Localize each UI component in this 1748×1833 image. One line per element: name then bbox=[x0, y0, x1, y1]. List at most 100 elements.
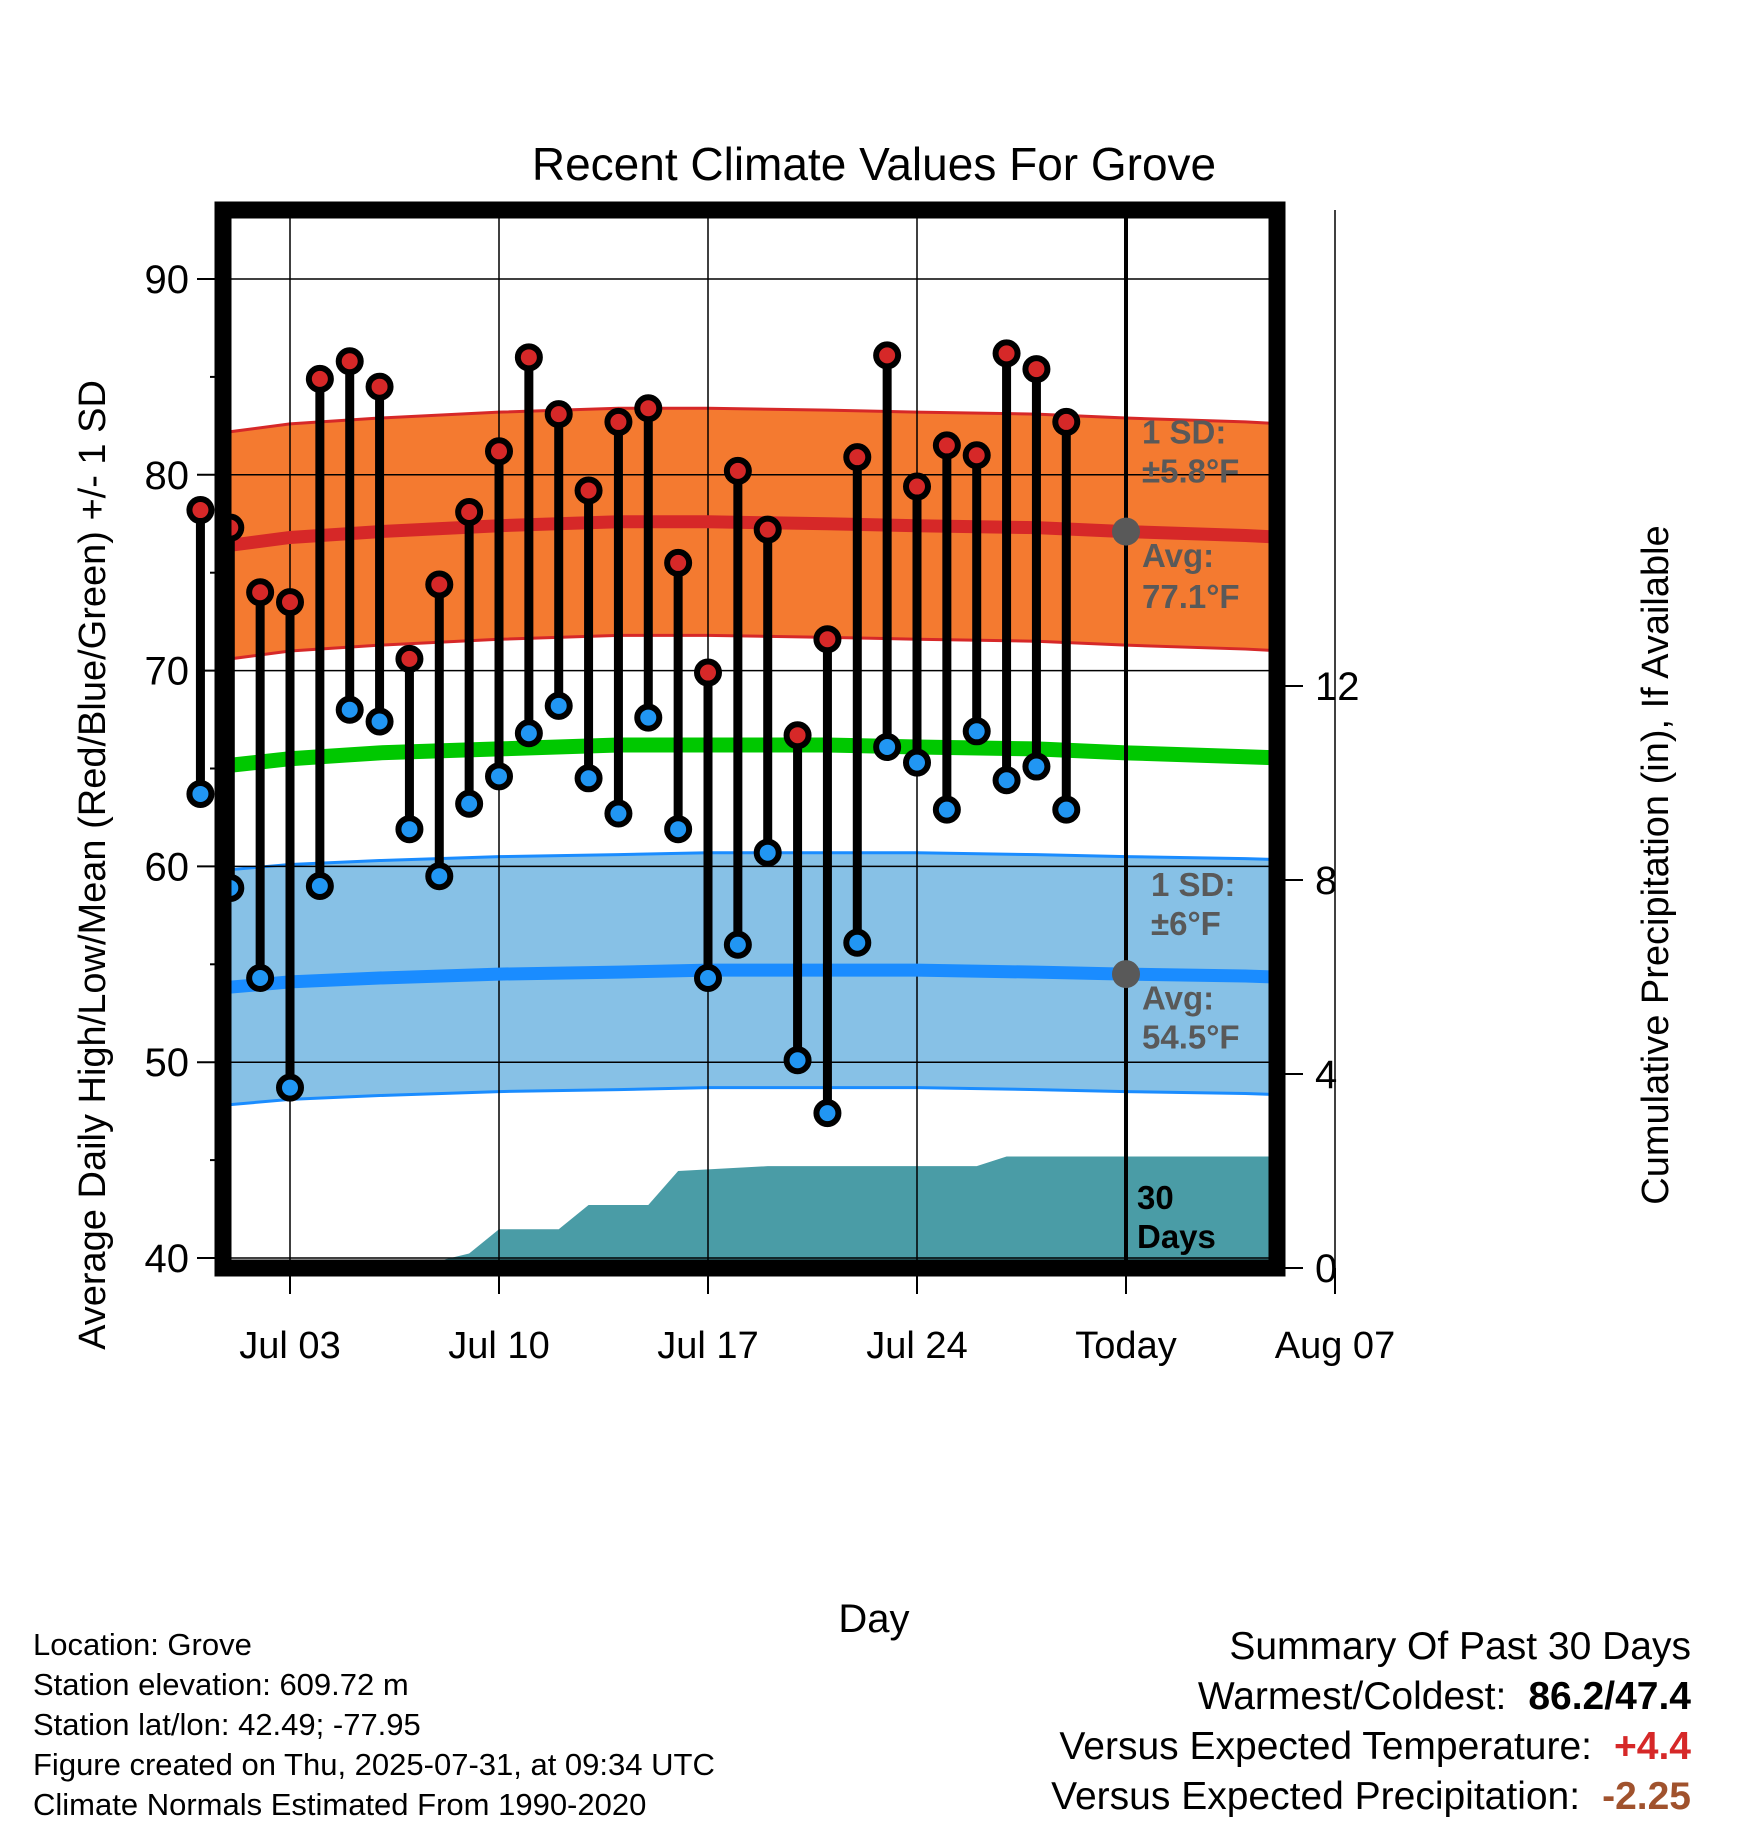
daily-high-point bbox=[634, 394, 663, 423]
daily-low-point bbox=[574, 764, 603, 793]
y2-tick-label: 12 bbox=[1315, 665, 1360, 709]
low-avg-label: Avg: bbox=[1142, 979, 1214, 1016]
summary-temp-anomaly: Versus Expected Temperature: +4.4 bbox=[1051, 1722, 1691, 1772]
daily-low-point bbox=[634, 703, 663, 732]
daily-low-point bbox=[485, 762, 513, 791]
daily-low-point bbox=[783, 1046, 812, 1075]
daily-high-point bbox=[574, 476, 603, 505]
daily-high-point bbox=[723, 456, 752, 485]
low-sd-band bbox=[223, 852, 1277, 1106]
daily-high-point bbox=[903, 472, 931, 501]
daily-high-point bbox=[962, 441, 991, 470]
daily-low-point bbox=[425, 862, 454, 891]
daily-low-point bbox=[723, 930, 752, 959]
y2-tick-label: 4 bbox=[1315, 1053, 1337, 1097]
daily-high-point bbox=[514, 343, 543, 372]
daily-high-point bbox=[455, 498, 484, 527]
summary-heading: Summary Of Past 30 Days bbox=[1229, 1625, 1691, 1668]
y-tick-label: 80 bbox=[145, 454, 190, 498]
x-tick-label: Jul 24 bbox=[866, 1325, 967, 1367]
daily-high-point bbox=[485, 437, 513, 466]
daily-low-point bbox=[246, 964, 275, 993]
summary-warmest-coldest: Warmest/Coldest: 86.2/47.4 bbox=[1051, 1672, 1691, 1722]
temp-anomaly-value: +4.4 bbox=[1614, 1725, 1691, 1768]
daily-high-point bbox=[544, 400, 573, 429]
low-sd-label: 1 SD: bbox=[1151, 866, 1235, 903]
y-tick-label: 70 bbox=[145, 650, 190, 694]
daily-high-point bbox=[365, 372, 394, 401]
daily-low-point bbox=[873, 732, 902, 761]
low-avg-value: 54.5°F bbox=[1142, 1018, 1240, 1055]
daily-high-point bbox=[813, 625, 842, 654]
high-sd-band bbox=[223, 408, 1277, 660]
daily-high-point bbox=[843, 443, 872, 472]
y2-axis-label: Cumulative Precipitation (in), If Availa… bbox=[1635, 525, 1677, 1204]
y-tick-label: 90 bbox=[145, 258, 190, 302]
daily-low-point bbox=[544, 691, 573, 720]
daily-low-point bbox=[305, 871, 334, 900]
daily-low-point bbox=[335, 695, 364, 724]
station-info: Location: Grove Station elevation: 609.7… bbox=[33, 1625, 715, 1825]
daily-low-point bbox=[962, 717, 991, 746]
daily-high-point bbox=[783, 721, 812, 750]
daily-high-point bbox=[246, 578, 275, 607]
x-tick-label: Jul 17 bbox=[657, 1325, 758, 1367]
period-label-number: 30 bbox=[1137, 1179, 1174, 1216]
daily-low-point bbox=[813, 1099, 842, 1128]
daily-low-point bbox=[604, 799, 633, 828]
daily-low-point bbox=[1052, 795, 1081, 824]
daily-low-point bbox=[514, 719, 543, 748]
daily-low-point bbox=[276, 1073, 304, 1102]
daily-high-point bbox=[873, 341, 902, 370]
daily-high-point bbox=[1052, 407, 1081, 436]
daily-high-point bbox=[932, 431, 961, 460]
precip-anomaly-value: -2.25 bbox=[1602, 1775, 1691, 1818]
x-tick-label: Jul 03 bbox=[239, 1325, 340, 1367]
daily-low-point bbox=[1022, 752, 1051, 781]
high-avg-label: Avg: bbox=[1142, 537, 1214, 574]
precip-anomaly-label: Versus Expected Precipitation: bbox=[1051, 1775, 1581, 1818]
daily-high-point bbox=[425, 570, 454, 599]
summary-panel: Summary Of Past 30 Days Warmest/Coldest:… bbox=[1051, 1622, 1691, 1822]
created-text: Figure created on Thu, 2025-07-31, at 09… bbox=[33, 1747, 715, 1782]
high-sd-label: 1 SD: bbox=[1142, 413, 1226, 450]
period-label-unit: Days bbox=[1137, 1218, 1216, 1255]
high-avg-today-marker bbox=[1112, 517, 1140, 546]
normals-text: Climate Normals Estimated From 1990-2020 bbox=[33, 1787, 647, 1822]
x-tick-label: Jul 10 bbox=[448, 1325, 549, 1367]
low-avg-today-marker bbox=[1112, 960, 1140, 989]
daily-low-point bbox=[932, 795, 961, 824]
daily-low-point bbox=[664, 815, 693, 844]
daily-high-point bbox=[992, 339, 1021, 368]
daily-low-point bbox=[694, 964, 722, 993]
y-tick-label: 60 bbox=[145, 845, 190, 889]
plot-frame bbox=[214, 201, 1286, 1277]
warmest-coldest-value: 86.2/47.4 bbox=[1528, 1675, 1691, 1718]
x-tick-label: Today bbox=[1075, 1325, 1176, 1367]
daily-low-point bbox=[186, 779, 215, 808]
daily-high-point bbox=[664, 548, 693, 577]
daily-high-point bbox=[186, 496, 215, 525]
mean-avg-line bbox=[223, 737, 1277, 774]
y-tick-label: 40 bbox=[145, 1237, 190, 1281]
daily-low-point bbox=[753, 838, 782, 867]
precip-area bbox=[223, 1156, 1277, 1268]
daily-high-point bbox=[276, 588, 304, 617]
high-sd-value: ±5.8°F bbox=[1142, 453, 1239, 490]
chart-title: Recent Climate Values For Grove bbox=[532, 138, 1216, 190]
daily-low-point bbox=[455, 789, 484, 818]
y2-tick-label: 0 bbox=[1315, 1247, 1337, 1291]
high-avg-value: 77.1°F bbox=[1142, 578, 1240, 615]
latlon-text: Station lat/lon: 42.49; -77.95 bbox=[33, 1707, 421, 1742]
temp-anomaly-label: Versus Expected Temperature: bbox=[1059, 1725, 1592, 1768]
daily-low-point bbox=[395, 815, 424, 844]
daily-low-point bbox=[992, 766, 1021, 795]
daily-high-point bbox=[604, 407, 633, 436]
daily-high-point bbox=[305, 364, 334, 393]
daily-low-point bbox=[365, 707, 394, 736]
daily-high-point bbox=[1022, 355, 1051, 384]
daily-low-point bbox=[843, 928, 872, 957]
